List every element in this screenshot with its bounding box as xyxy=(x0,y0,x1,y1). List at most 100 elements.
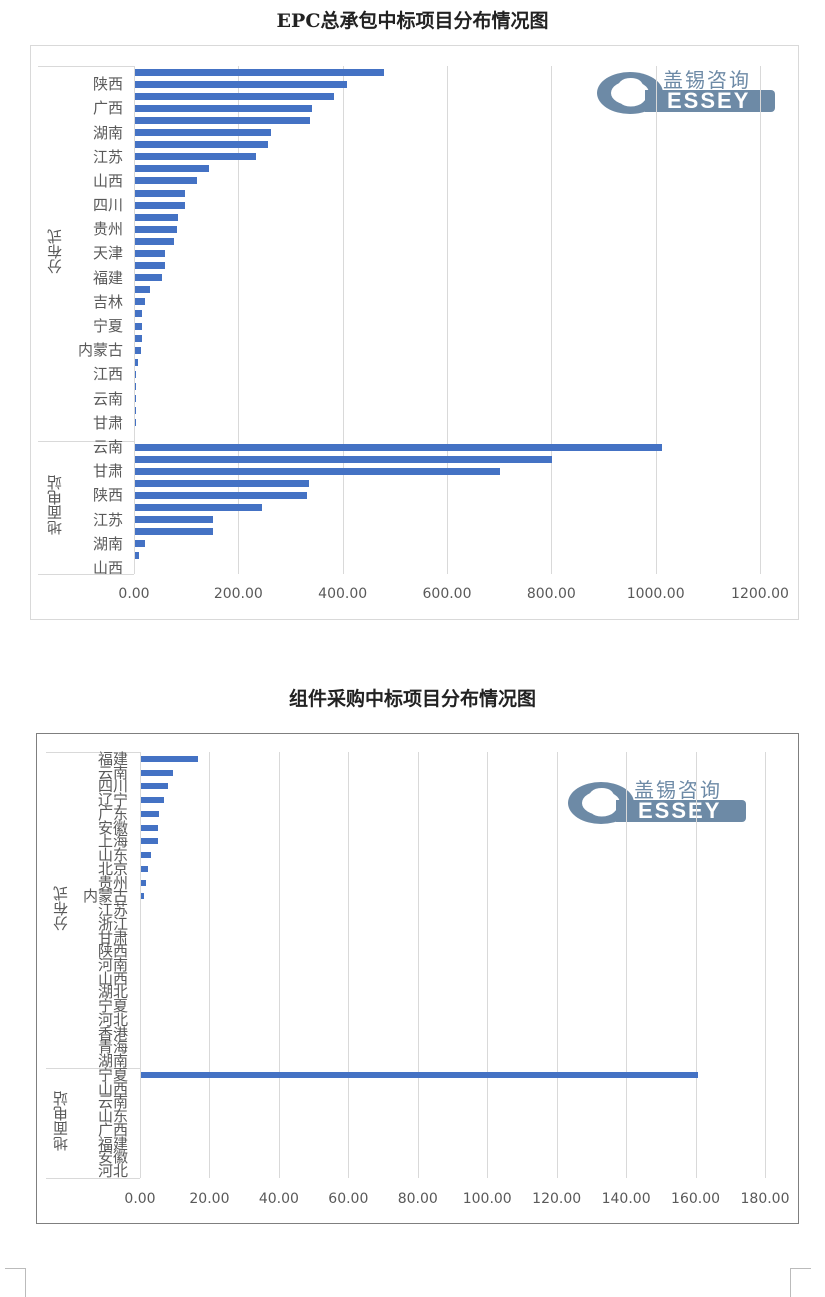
chart2-title: 组件采购中标项目分布情况图 xyxy=(288,688,536,710)
category-label: 青海 xyxy=(97,1038,128,1057)
gridline xyxy=(626,752,628,1178)
bar xyxy=(135,189,185,197)
category-label: 广西 xyxy=(92,99,123,118)
group-label: 分布式 xyxy=(52,886,70,932)
category-label: 山西 xyxy=(92,171,123,190)
group-label: 分布式 xyxy=(46,229,64,275)
category-label: 广西 xyxy=(97,1120,128,1139)
category-label: 宁夏 xyxy=(92,317,123,336)
logo-cn: 盖锡咨询 xyxy=(663,68,751,92)
category-label: 福建 xyxy=(92,268,123,287)
bar xyxy=(135,237,174,245)
category-label: 贵州 xyxy=(97,873,128,892)
bar xyxy=(135,322,142,330)
category-label: 香港 xyxy=(97,1024,128,1043)
x-tick-label: 100.00 xyxy=(462,1191,512,1207)
category-label: 四川 xyxy=(97,777,128,796)
chart1-title: EPC总承包中标项目分布情况图 xyxy=(276,10,549,32)
bar xyxy=(135,358,138,366)
category-label: 北京 xyxy=(97,859,128,878)
x-tick-label: 140.00 xyxy=(601,1191,651,1207)
category-label: 湖南 xyxy=(92,534,123,553)
bar xyxy=(135,92,334,100)
category-label: 上海 xyxy=(97,832,128,851)
bar xyxy=(135,225,178,233)
category-label: 湖南 xyxy=(97,1052,128,1071)
category-label: 宁夏 xyxy=(97,997,128,1016)
category-label: 山西 xyxy=(97,969,128,988)
gridline xyxy=(695,752,697,1178)
bar xyxy=(135,262,165,270)
bar xyxy=(135,455,553,463)
bar xyxy=(135,479,310,487)
gridline xyxy=(556,752,558,1178)
category-label: 安徽 xyxy=(97,818,128,837)
bar xyxy=(135,68,384,76)
bar xyxy=(135,249,165,257)
chart1-area xyxy=(30,45,799,620)
bar xyxy=(135,104,312,112)
gridline xyxy=(760,66,761,574)
category-label: 浙江 xyxy=(97,914,128,933)
bar xyxy=(135,298,146,306)
x-tick-label: 600.00 xyxy=(422,586,472,602)
group-divider xyxy=(46,1178,140,1179)
bar xyxy=(135,274,163,282)
category-label: 山东 xyxy=(97,1107,128,1126)
category-label: 山西 xyxy=(92,558,123,577)
bar xyxy=(135,177,197,185)
bar xyxy=(141,838,158,845)
bar xyxy=(141,824,159,831)
category-label: 河南 xyxy=(97,956,128,974)
group-label: 地面电站 xyxy=(52,1091,70,1152)
group-divider xyxy=(38,440,134,442)
category-label: 宁夏 xyxy=(97,1065,128,1084)
x-tick-label: 180.00 xyxy=(740,1191,790,1207)
bar xyxy=(135,310,142,318)
logo-en: ESSEY xyxy=(667,88,751,113)
category-label: 山西 xyxy=(97,1079,128,1098)
category-label: 辽宁 xyxy=(97,791,128,810)
category-label: 安徽 xyxy=(97,1148,128,1167)
bar xyxy=(135,116,310,124)
bar xyxy=(141,797,164,804)
category-label: 陕西 xyxy=(92,486,123,505)
category-label: 天津 xyxy=(92,244,123,263)
bar xyxy=(135,443,663,451)
category-label: 甘肃 xyxy=(97,928,128,947)
gessey-logo: G ESSEY 盖锡咨询 xyxy=(568,774,748,826)
bar xyxy=(135,334,142,342)
gridline xyxy=(348,752,350,1178)
category-label: 云南 xyxy=(97,1093,128,1112)
category-label: 广东 xyxy=(97,804,128,823)
category-label: 云南 xyxy=(92,389,123,408)
bar xyxy=(141,879,146,886)
x-tick-label: 400.00 xyxy=(318,586,368,602)
bar xyxy=(141,783,169,790)
bar xyxy=(135,213,178,221)
bar xyxy=(141,1071,698,1078)
category-label: 贵州 xyxy=(92,220,123,239)
gridline xyxy=(417,752,419,1178)
bar xyxy=(141,865,148,872)
x-tick-label: 120.00 xyxy=(532,1191,582,1207)
bar xyxy=(141,893,145,900)
category-label: 吉林 xyxy=(92,292,123,311)
bar xyxy=(135,395,136,403)
bar xyxy=(135,467,501,475)
group-divider xyxy=(46,1068,140,1070)
category-label: 福建 xyxy=(97,1134,128,1153)
gridline xyxy=(238,66,240,574)
gridline xyxy=(655,66,657,574)
bar xyxy=(135,540,145,548)
category-label: 云南 xyxy=(97,763,128,782)
category-label: 陕西 xyxy=(92,75,123,94)
bar xyxy=(135,491,308,499)
category-label: 江西 xyxy=(92,365,123,384)
group-label: 地面电站 xyxy=(46,475,64,536)
category-label: 河北 xyxy=(97,1162,128,1181)
x-tick-label: 60.00 xyxy=(328,1191,369,1207)
bar xyxy=(135,370,136,378)
bar xyxy=(141,852,151,859)
category-label: 四川 xyxy=(92,196,123,215)
